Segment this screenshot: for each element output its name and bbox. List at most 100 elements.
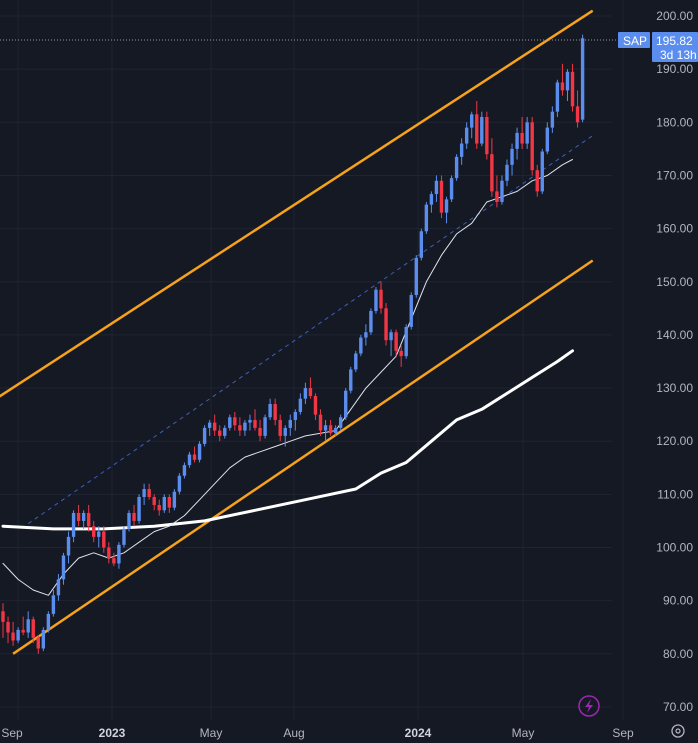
candle-body (459, 143, 464, 157)
candle (142, 483, 146, 505)
slow-moving-average-line (1, 349, 574, 531)
y-tick-label: 70.00 (663, 700, 693, 714)
candle-body (454, 156, 459, 179)
candle (328, 419, 333, 436)
time-axis[interactable]: Sep 2023 May Aug 2024 May Sep (1, 726, 634, 740)
candle-body (86, 512, 91, 527)
candle-body (147, 489, 151, 498)
candle (495, 175, 499, 208)
candle (580, 34, 585, 123)
candle-body (97, 531, 101, 537)
candle-body (434, 180, 439, 195)
candle-body (132, 512, 136, 521)
candle-body (318, 414, 323, 431)
candle-body (107, 547, 111, 559)
candle-body (248, 419, 252, 423)
candle-body (177, 475, 182, 492)
candle (434, 175, 439, 203)
y-tick-label: 110.00 (657, 487, 693, 501)
candle (364, 324, 368, 346)
candle-body (323, 425, 328, 431)
candle-body (560, 82, 565, 91)
price-axis[interactable]: 200.00 190.00 180.00 170.00 160.00 150.00 140.… (656, 9, 693, 714)
candle (308, 377, 313, 399)
candle-body (480, 116, 484, 144)
candle-body (172, 491, 177, 508)
candle (369, 308, 373, 335)
candle-body (102, 531, 106, 548)
y-tick-label: 170.00 (656, 168, 693, 182)
candle-body (394, 332, 398, 351)
candle-body (495, 191, 499, 203)
candlesticks (1, 34, 585, 654)
y-tick-label: 200.00 (656, 9, 693, 23)
candle-body (444, 199, 449, 213)
candle (1, 603, 5, 638)
candle (515, 127, 519, 160)
candle (102, 526, 106, 553)
candle (243, 419, 247, 436)
y-tick-label: 160.00 (656, 222, 693, 236)
symbol-badge (618, 32, 650, 48)
candle (182, 462, 187, 479)
candle (112, 552, 116, 567)
candle (323, 419, 328, 442)
candle-body (389, 332, 393, 341)
candle-body (470, 114, 474, 128)
candle (233, 411, 237, 431)
channel-upper-line (0, 9, 594, 398)
candle (81, 510, 86, 529)
candle (192, 446, 197, 463)
candle (202, 425, 207, 447)
y-tick-label: 80.00 (663, 647, 693, 661)
candle (485, 111, 489, 160)
candle (31, 616, 35, 644)
candle (16, 627, 20, 644)
candle-body (238, 425, 242, 431)
candle-body (162, 497, 166, 511)
candle-body (449, 178, 454, 200)
candle-body (182, 465, 187, 476)
candle-body (414, 257, 418, 296)
candle-body (505, 164, 509, 181)
x-tick-label: Aug (283, 726, 304, 740)
y-tick-label: 120.00 (656, 434, 693, 448)
y-tick-label: 140.00 (656, 328, 693, 342)
candle (51, 590, 56, 617)
candle (344, 388, 348, 420)
candle (298, 393, 303, 415)
candle-body (500, 180, 504, 203)
candle-body (56, 579, 61, 596)
candle (26, 611, 30, 638)
candle (92, 520, 96, 543)
candle (535, 164, 539, 197)
candle (389, 329, 393, 357)
candle (218, 425, 222, 442)
candle-body (439, 180, 444, 213)
candle (359, 334, 363, 357)
countdown-label: 3d 13h (660, 48, 697, 62)
candle-body (288, 419, 292, 428)
lightning-icon[interactable] (578, 695, 600, 717)
gear-icon[interactable] (671, 724, 685, 738)
x-tick-label: 2024 (405, 726, 432, 740)
grid-lines (0, 0, 624, 720)
candle (333, 425, 338, 436)
candle-body (228, 417, 232, 428)
candle-body (520, 132, 524, 144)
candle-body (26, 619, 30, 633)
candle-body (278, 419, 282, 436)
candle (46, 611, 51, 633)
candle-body (258, 427, 262, 436)
candle-body (580, 38, 585, 120)
candle-body (525, 122, 529, 144)
candle (565, 69, 570, 102)
candle (86, 504, 91, 532)
candle (505, 159, 509, 187)
candle (228, 414, 232, 431)
candle-body (61, 555, 66, 580)
candle (303, 382, 308, 404)
candle (162, 494, 166, 513)
candle-body (253, 419, 257, 428)
